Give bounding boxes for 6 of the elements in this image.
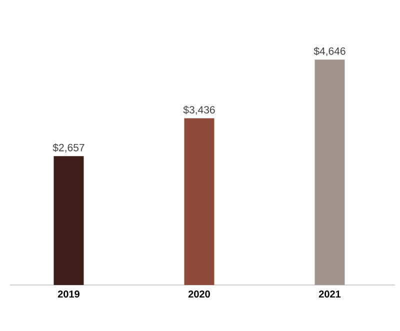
data-label: $2,657 [52, 143, 84, 153]
x-tick-label: 2019 [58, 290, 80, 298]
x-tick-label: 2021 [318, 290, 341, 298]
data-label: $3,436 [183, 106, 215, 115]
x-tick-label: 2020 [188, 290, 210, 298]
data-label: $4,646 [314, 46, 346, 56]
